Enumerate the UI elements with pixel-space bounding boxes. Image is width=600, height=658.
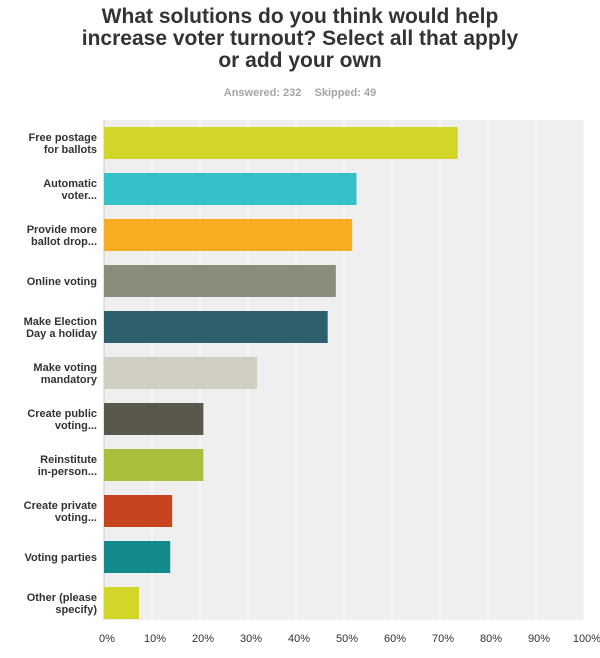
bars — [104, 127, 458, 619]
category-label: Reinstitute in-person... — [38, 454, 97, 478]
x-axis-ticks: 0% 10% 20% 30% 40% 50% 60% 70% 80% 90% 100% — [99, 633, 600, 645]
category-label: Create private voting... — [24, 500, 97, 524]
bar[interactable] — [104, 357, 258, 389]
bar[interactable] — [104, 449, 204, 481]
chart-title-line-3: or add your own — [218, 49, 382, 72]
category-label: Voting parties — [24, 552, 97, 564]
skipped-count: Skipped: 49 — [314, 87, 377, 99]
bar[interactable] — [104, 403, 204, 435]
chart-title-line-1: What solutions do you think would help — [101, 5, 499, 28]
bar[interactable] — [104, 495, 173, 527]
bar[interactable] — [104, 311, 328, 343]
category-label: Make voting mandatory — [33, 362, 97, 386]
x-tick-label: 80% — [480, 633, 502, 645]
x-tick-label: 20% — [192, 633, 214, 645]
category-label: Free postage for ballots — [29, 132, 97, 156]
category-label: Provide more ballot drop... — [27, 224, 97, 248]
category-label: Make Election Day a holiday — [24, 316, 98, 340]
x-tick-label: 60% — [384, 633, 406, 645]
x-tick-label: 50% — [336, 633, 358, 645]
x-tick-label: 70% — [432, 633, 454, 645]
category-label: Create public voting... — [27, 408, 97, 432]
x-tick-label: 10% — [144, 633, 166, 645]
bar[interactable] — [104, 265, 336, 297]
x-tick-label: 40% — [288, 633, 310, 645]
x-tick-label: 100% — [573, 633, 600, 645]
bar[interactable] — [104, 541, 171, 573]
bar[interactable] — [104, 219, 353, 251]
bar[interactable] — [104, 173, 357, 205]
category-label: Automatic voter... — [43, 178, 97, 202]
bar[interactable] — [104, 587, 140, 619]
category-label: Online voting — [27, 276, 97, 288]
x-tick-label: 30% — [240, 633, 262, 645]
bar[interactable] — [104, 127, 458, 159]
chart-title-line-2: increase voter turnout? Select all that … — [81, 27, 519, 50]
category-label: Other (please specify) — [27, 592, 98, 616]
x-tick-label: 90% — [528, 633, 550, 645]
x-tick-label: 0% — [99, 633, 115, 645]
chart-title: What solutions do you think would help i… — [0, 6, 600, 72]
category-labels: Free postage for ballots Automatic voter...… — [24, 132, 98, 616]
answered-count: Answered: 232 — [223, 87, 302, 99]
response-stats: Answered: 232 Skipped: 49 — [0, 87, 600, 99]
